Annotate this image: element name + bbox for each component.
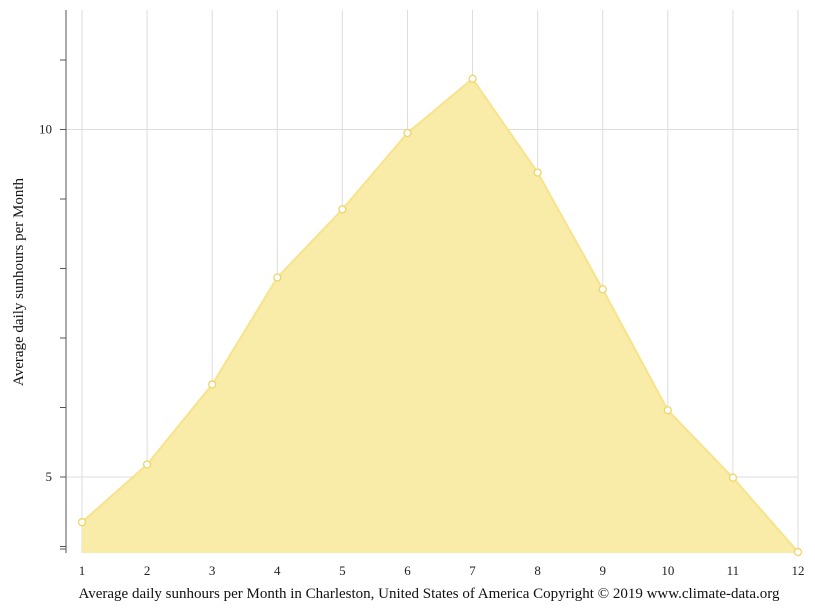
data-points (77, 74, 803, 557)
x-tick-label: 1 (79, 563, 86, 578)
chart-caption: Average daily sunhours per Month in Char… (79, 586, 780, 602)
x-tick-label: 11 (727, 563, 740, 578)
data-point (663, 406, 672, 415)
x-axis-ticks: 1 2 3 4 5 6 7 8 9 10 11 12 (79, 563, 805, 578)
x-tick-label: 12 (792, 563, 805, 578)
data-point (728, 473, 738, 482)
plot-area (81, 77, 799, 553)
x-tick-label: 5 (339, 563, 346, 578)
x-tick-label: 6 (404, 563, 411, 578)
x-tick-label: 10 (661, 563, 674, 578)
y-tick-label: 5 (46, 469, 53, 484)
x-tick-label: 7 (469, 563, 476, 578)
data-point (142, 460, 152, 469)
data-point (533, 168, 542, 177)
x-tick-label: 3 (209, 563, 216, 578)
data-point (77, 518, 87, 527)
x-tick-label: 9 (599, 563, 606, 578)
y-axis-ticks: 5 10 (39, 59, 66, 550)
data-point (598, 285, 607, 294)
x-tick-label: 8 (534, 563, 541, 578)
x-tick-label: 2 (144, 563, 151, 578)
y-tick-label: 10 (39, 122, 52, 137)
data-point (403, 128, 412, 138)
y-axis-title: Average daily sunhours per Month (11, 178, 27, 387)
x-tick-label: 4 (274, 563, 281, 578)
data-point (208, 380, 217, 389)
sunhours-area (82, 78, 798, 553)
data-point (338, 205, 347, 214)
sunhours-line (81, 77, 799, 553)
data-point (468, 74, 477, 83)
data-point (793, 547, 803, 557)
data-point (273, 273, 282, 282)
